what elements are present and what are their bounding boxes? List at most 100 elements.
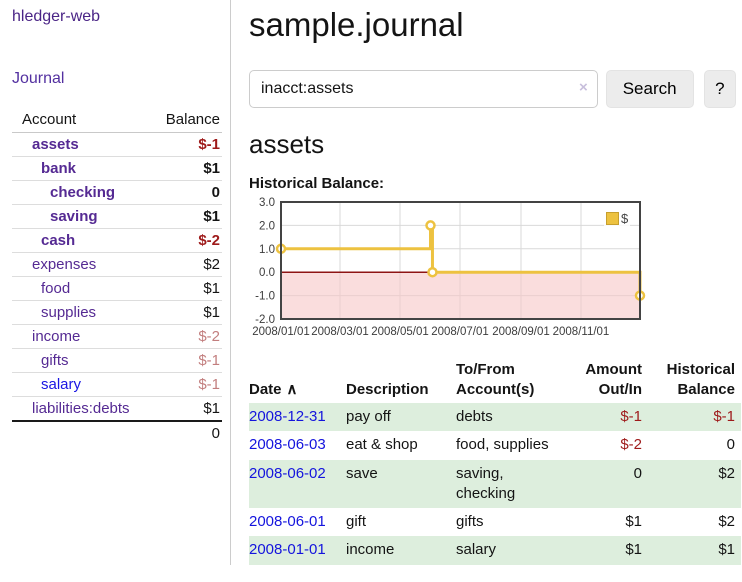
account-row: supplies $1 [12, 300, 222, 325]
account-link-supplies[interactable]: supplies [41, 304, 97, 321]
register-date-cell: 2008-06-03 [249, 431, 346, 459]
register-accounts-cell: debts [456, 408, 493, 426]
register-amount-cell: $1 [625, 541, 642, 559]
account-link-liabilities-debts[interactable]: liabilities:debts [32, 400, 130, 417]
account-row: gifts $-1 [12, 348, 222, 373]
svg-text:2008/07/01: 2008/07/01 [431, 326, 489, 338]
transaction-date-link[interactable]: 2008-01-01 [249, 541, 326, 559]
register-table: Date ∧ Description To/From Account(s) Amo… [249, 358, 741, 565]
balance-chart: 3.0 2.0 1.0 0.0 -1.0 -2.0 2008/01/01 2008/03/01… [249, 197, 709, 342]
accounts-col-balance: Balance [147, 108, 222, 133]
account-heading: assets [249, 128, 325, 159]
account-name-cell: supplies [12, 300, 148, 325]
register-amount-cell: 0 [633, 464, 642, 482]
register-accounts-cell: gifts [456, 513, 484, 531]
search-input[interactable] [249, 69, 598, 108]
account-link-food[interactable]: food [41, 280, 71, 297]
account-name-cell: gifts [12, 348, 148, 373]
register-balance-cell: $2 [718, 464, 735, 482]
account-link-bank[interactable]: bank [41, 160, 77, 177]
register-col-date[interactable]: Date ∧ [249, 358, 346, 403]
register-col-balance: Historical Balance [666, 361, 735, 398]
account-link-gifts[interactable]: gifts [41, 352, 69, 369]
clear-search-icon[interactable]: × [578, 78, 588, 96]
register-col-date-label: Date [249, 380, 282, 398]
register-header-row: Date ∧ Description To/From Account(s) Amo… [249, 358, 741, 403]
account-link-saving[interactable]: saving [50, 208, 98, 225]
account-row: income $-2 [12, 324, 222, 349]
account-balance: $1 [147, 276, 222, 301]
svg-text:2008/11/01: 2008/11/01 [553, 326, 610, 338]
register-amount-cell: $-2 [620, 436, 642, 454]
accounts-col-account: Account [12, 108, 148, 133]
accounts-total-spacer [12, 420, 148, 445]
transaction-date-link[interactable]: 2008-12-31 [249, 408, 326, 426]
account-name-cell: food [12, 276, 148, 301]
svg-text:0.0: 0.0 [259, 267, 275, 279]
account-link-assets[interactable]: assets [32, 136, 79, 153]
legend-swatch-icon [606, 212, 619, 226]
help-button[interactable]: ? [703, 69, 736, 108]
register-row: 2008-06-01 gift gifts $1 $2 [249, 508, 741, 536]
register-accounts-cell: food, supplies [456, 436, 549, 454]
chart-section-label: Historical Balance: [249, 175, 385, 193]
sidebar: hledger-web Journal Account Balance asse… [0, 0, 231, 565]
account-row: liabilities:debts $1 [12, 396, 222, 422]
accounts-table: Account Balance assets $-1 bank $1 checking 0… [12, 108, 222, 445]
accounts-header-row: Account Balance [12, 108, 222, 133]
svg-text:-2.0: -2.0 [255, 314, 275, 326]
register-row: 2008-06-03 eat & shop food, supplies $-2 0 [249, 431, 741, 459]
svg-text:-1.0: -1.0 [255, 291, 275, 303]
register-description-cell: gift [346, 513, 367, 531]
account-link-checking[interactable]: checking [50, 184, 116, 201]
chart-legend: $ [604, 210, 631, 228]
account-link-cash[interactable]: cash [41, 232, 76, 249]
account-link-income[interactable]: income [32, 328, 81, 345]
account-row: expenses $2 [12, 252, 222, 277]
register-date-cell: 2008-06-01 [249, 508, 346, 536]
register-col-amount: Amount Out/In [585, 361, 642, 398]
register-date-cell: 2008-12-31 [249, 403, 346, 431]
sort-ascending-icon: ∧ [286, 380, 298, 398]
register-description-cell: eat & shop [346, 436, 418, 454]
transaction-date-link[interactable]: 2008-06-03 [249, 436, 326, 454]
register-description-cell: income [346, 541, 395, 559]
account-balance: $1 [147, 156, 222, 181]
search-input-wrap: × [249, 69, 598, 108]
register-amount-cell: $1 [625, 513, 642, 531]
register-balance-cell: 0 [726, 436, 735, 454]
accounts-total-value: 0 [147, 420, 222, 445]
register-col-description: Description [346, 380, 429, 398]
account-name-cell: assets [12, 132, 148, 157]
main-content: sample.journal × Search ? assets Histori… [231, 0, 742, 565]
account-name-cell: income [12, 324, 148, 349]
search-button[interactable]: Search [605, 69, 694, 108]
account-name-cell: checking [12, 180, 148, 205]
account-row: bank $1 [12, 156, 222, 181]
svg-text:1.0: 1.0 [259, 244, 275, 256]
svg-text:2.0: 2.0 [259, 221, 275, 233]
account-link-expenses[interactable]: expenses [32, 256, 97, 273]
register-balance-cell: $1 [718, 541, 735, 559]
account-balance: $-1 [147, 348, 222, 373]
account-row: food $1 [12, 276, 222, 301]
account-link-salary[interactable]: salary [41, 376, 82, 393]
svg-text:2008/03/01: 2008/03/01 [311, 326, 369, 338]
transaction-date-link[interactable]: 2008-06-02 [249, 464, 326, 482]
account-balance: $-1 [147, 132, 222, 157]
account-balance: $1 [147, 300, 222, 325]
account-name-cell: saving [12, 204, 148, 229]
account-balance: $1 [147, 396, 222, 422]
brand-link[interactable]: hledger-web [12, 8, 101, 25]
svg-text:2008/05/01: 2008/05/01 [371, 326, 429, 338]
svg-text:2008/01/01: 2008/01/01 [252, 326, 310, 338]
register-col-accounts: To/From Account(s) [456, 361, 535, 398]
register-balance-cell: $2 [718, 513, 735, 531]
transaction-date-link[interactable]: 2008-06-01 [249, 513, 326, 531]
account-balance: $-2 [147, 228, 222, 253]
sidebar-item-journal[interactable]: Journal [12, 70, 65, 87]
account-balance: $-1 [147, 372, 222, 397]
page-title: sample.journal [249, 6, 464, 43]
register-description-cell: save [346, 464, 378, 482]
